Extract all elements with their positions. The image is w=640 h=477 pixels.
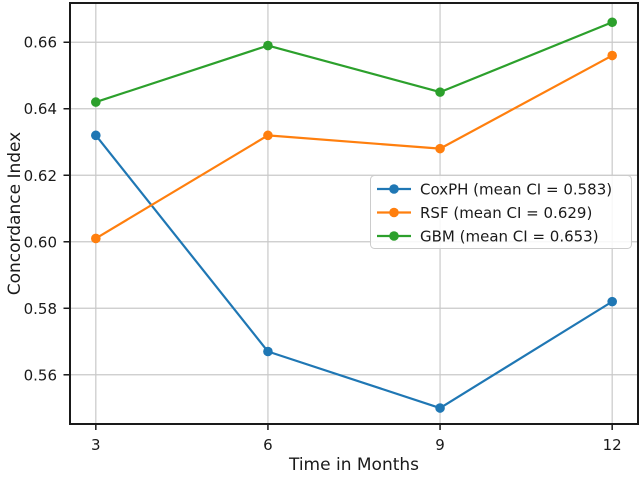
coxph-data-point-12 — [607, 296, 617, 307]
legend-sample-marker-gbm — [389, 231, 399, 241]
y-tick-label-0.64: 0.64 — [24, 100, 57, 118]
x-tick-label-9: 9 — [435, 436, 445, 454]
y-axis-label: Concordance Index — [5, 132, 25, 295]
rsf-data-point-9 — [435, 143, 445, 154]
y-tick-label-0.66: 0.66 — [24, 34, 57, 52]
gbm-data-point-12 — [607, 17, 617, 28]
y-tick-label-0.58: 0.58 — [24, 300, 57, 318]
y-tick-label-0.6: 0.60 — [24, 233, 57, 251]
x-tick-label-12: 12 — [603, 436, 622, 454]
legend-label-gbm: GBM (mean CI = 0.653) — [420, 228, 599, 246]
legend-label-rsf: RSF (mean CI = 0.629) — [420, 204, 592, 222]
coxph-series-line — [94, 134, 613, 410]
y-tick-label-0.62: 0.62 — [24, 167, 57, 185]
legend-box — [370, 175, 632, 249]
rsf-data-point-6 — [263, 130, 273, 141]
x-axis-label: Time in Months — [288, 455, 419, 472]
plot-border — [69, 2, 639, 425]
y-tick-label-0.56: 0.56 — [24, 366, 57, 384]
legend-sample-marker-coxph — [389, 184, 399, 194]
gbm-series-line — [95, 21, 613, 104]
rsf-series-line — [95, 54, 613, 240]
coxph-data-point-6 — [263, 346, 273, 357]
x-tick-label-3: 3 — [91, 436, 101, 454]
rsf-data-point-12 — [607, 50, 617, 61]
rsf-data-point-3 — [91, 233, 101, 244]
gbm-data-point-9 — [435, 87, 445, 97]
gbm-data-point-3 — [91, 97, 101, 107]
x-tick-label-6: 6 — [263, 436, 273, 454]
coxph-data-point-3 — [91, 130, 101, 141]
legend-label-coxph: CoxPH (mean CI = 0.583) — [420, 181, 612, 199]
gbm-data-point-6 — [263, 40, 273, 51]
coxph-data-point-9 — [435, 403, 445, 413]
legend-sample-marker-rsf — [389, 207, 399, 218]
